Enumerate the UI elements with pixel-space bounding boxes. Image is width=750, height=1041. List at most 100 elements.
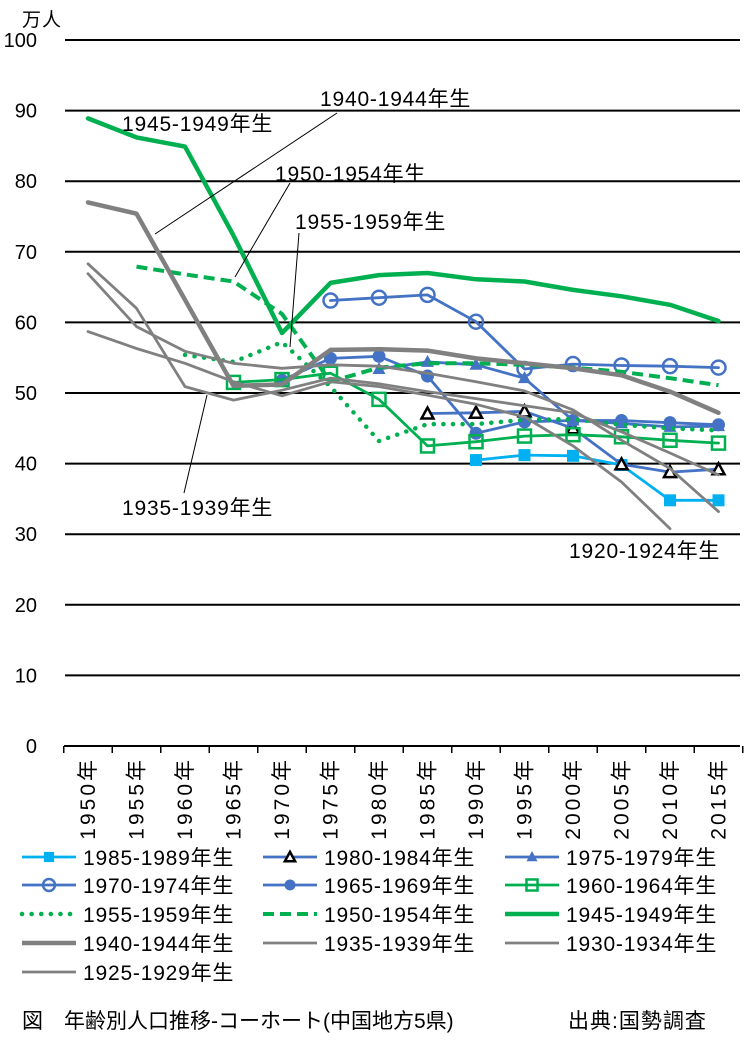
marker-1970-1974-1980年 xyxy=(370,289,388,306)
leader-line-1955-1959 xyxy=(289,232,300,348)
figure-caption: 図 年齢別人口推移-コーホート(中国地方5県) xyxy=(22,1010,454,1033)
marker-1980-1984-1985年 xyxy=(419,404,436,420)
x-tick-label-1950年: 1950年 xyxy=(77,757,100,840)
legend-item-1955-1959: 1955-1959年生 xyxy=(19,900,235,928)
annotations: 1940-1944年生 1945-1949年生 1950-1954年生 1955… xyxy=(122,88,720,563)
legend-label: 1925-1929年生 xyxy=(83,962,235,985)
series-1950-1954 xyxy=(136,264,719,388)
series-1970-1974 xyxy=(322,286,727,378)
leader-line-1935-1939 xyxy=(183,394,208,494)
series-1940-1944 xyxy=(85,200,721,416)
marker-1985-1989-2010年 xyxy=(664,494,676,507)
y-tick-label-50: 50 xyxy=(15,383,37,405)
series-1945-1949 xyxy=(85,116,721,336)
series-1965-1969 xyxy=(275,349,725,440)
legend-swatch xyxy=(263,879,317,891)
x-tick-label-1995年: 1995年 xyxy=(514,757,537,840)
y-tick-label-90: 90 xyxy=(15,101,37,123)
y-tick-label-80: 80 xyxy=(15,171,37,193)
legend-swatch xyxy=(19,911,79,917)
series-line-1925-1929 xyxy=(86,330,672,530)
legend-marker-1975-1979 xyxy=(526,851,538,862)
x-tick-label-2000年: 2000年 xyxy=(562,757,585,840)
marker-1960-1964-2015年 xyxy=(710,435,727,451)
series-layer xyxy=(85,116,727,530)
gridlines xyxy=(65,39,740,677)
legend-label: 1950-1954年生 xyxy=(324,904,476,927)
marker-1965-1969-1990年 xyxy=(469,426,483,440)
legend-swatch xyxy=(22,851,76,863)
x-tick-label-1970年: 1970年 xyxy=(271,757,294,840)
marker-1960-1964-1985年 xyxy=(419,438,436,454)
marker-1980-1984-2005年 xyxy=(613,455,630,471)
series-1955-1959 xyxy=(182,339,721,444)
y-tick-label-70: 70 xyxy=(15,242,37,264)
legend-label: 1980-1984年生 xyxy=(324,847,476,870)
legend-label: 1945-1949年生 xyxy=(566,904,718,927)
x-tick-label-1985年: 1985年 xyxy=(417,757,440,840)
series-line-1955-1959 xyxy=(182,339,721,444)
y-tick-label-40: 40 xyxy=(15,454,37,476)
legend-item-1950-1954: 1950-1954年生 xyxy=(261,900,475,928)
legend-swatch xyxy=(505,911,559,917)
annotation-1950-1954: 1950-1954年生 xyxy=(275,163,426,186)
legend-label: 1955-1959年生 xyxy=(83,904,235,927)
annotation-1920-1924: 1920-1924年生 xyxy=(569,540,720,563)
legend-item-1960-1964: 1960-1964年生 xyxy=(503,871,717,899)
marker-1985-1989-1995年 xyxy=(518,449,531,462)
cohort-line-chart: 万人 0 10 20 30 40 50 60 70 80 90 100 1950年 1955年 1960年… xyxy=(4,9,744,840)
legend-label: 1975-1979年生 xyxy=(566,847,718,870)
leader-line-1940-1944 xyxy=(154,112,338,235)
annotation-1935-1939: 1935-1939年生 xyxy=(122,497,273,520)
x-tick-label-2010年: 2010年 xyxy=(659,757,682,840)
series-line-1935-1939 xyxy=(86,262,720,477)
legend-label: 1940-1944年生 xyxy=(83,933,235,956)
legend-swatch xyxy=(505,851,559,862)
legend-label: 1965-1969年生 xyxy=(324,875,476,898)
annotation-1940-1944: 1940-1944年生 xyxy=(320,88,471,111)
legend-swatch xyxy=(22,970,76,974)
legend-swatch xyxy=(263,912,317,916)
series-1985-1989 xyxy=(470,449,725,507)
series-line-1930-1934 xyxy=(86,272,720,514)
marker-1970-1974-1990年 xyxy=(467,313,485,330)
series-1930-1934 xyxy=(86,272,720,514)
series-line-1985-1989 xyxy=(474,453,720,502)
marker-1975-1979-1990年 xyxy=(469,357,483,370)
legend-item-1980-1984: 1980-1984年生 xyxy=(261,843,475,871)
legend-item-1940-1944: 1940-1944年生 xyxy=(20,929,234,957)
source-credit: 出典:国勢調査 xyxy=(568,1010,707,1033)
legend-item-1925-1929: 1925-1929年生 xyxy=(20,958,234,986)
marker-1960-1964-2000年 xyxy=(565,426,581,443)
legend-marker-1970-1974 xyxy=(41,877,57,893)
marker-1970-1974-2010年 xyxy=(661,357,679,375)
legend-marker-1960-1964 xyxy=(525,878,539,892)
series-1935-1939 xyxy=(86,262,720,477)
marker-1960-1964-2010年 xyxy=(662,432,678,449)
marker-1960-1964-1990年 xyxy=(468,433,484,450)
x-tick-label-1980年: 1980年 xyxy=(368,757,391,840)
legend-item-1970-1974: 1970-1974年生 xyxy=(20,871,234,899)
x-tick-label-2015年: 2015年 xyxy=(708,757,731,840)
legend-item-1930-1934: 1930-1934年生 xyxy=(503,929,717,957)
legend-swatch xyxy=(22,877,76,893)
series-line-1945-1949 xyxy=(85,116,721,336)
marker-1980-1984-1990年 xyxy=(467,404,485,420)
series-line-1965-1969 xyxy=(280,354,720,435)
marker-1965-1969-1980年 xyxy=(372,349,386,363)
marker-1960-1964-1995年 xyxy=(516,428,533,444)
marker-1965-1969-2010年 xyxy=(663,416,677,430)
marker-1985-1989-1990年 xyxy=(470,454,482,467)
x-tick-label-1960年: 1960年 xyxy=(174,757,197,840)
legend-item-1975-1979: 1975-1979年生 xyxy=(503,843,717,871)
legend-item-1945-1949: 1945-1949年生 xyxy=(503,900,717,928)
marker-1970-1974-1985年 xyxy=(419,286,436,304)
legend-swatch xyxy=(505,878,559,892)
legend-marker-1985-1989 xyxy=(43,851,55,863)
x-tick-label-1975年: 1975年 xyxy=(320,757,343,840)
leader-line-1950-1954 xyxy=(234,182,291,278)
legend-swatch xyxy=(263,849,317,863)
legend-label: 1960-1964年生 xyxy=(566,875,718,898)
marker-1970-1974-2000年 xyxy=(564,355,582,373)
x-tick-label-2005年: 2005年 xyxy=(611,757,634,840)
